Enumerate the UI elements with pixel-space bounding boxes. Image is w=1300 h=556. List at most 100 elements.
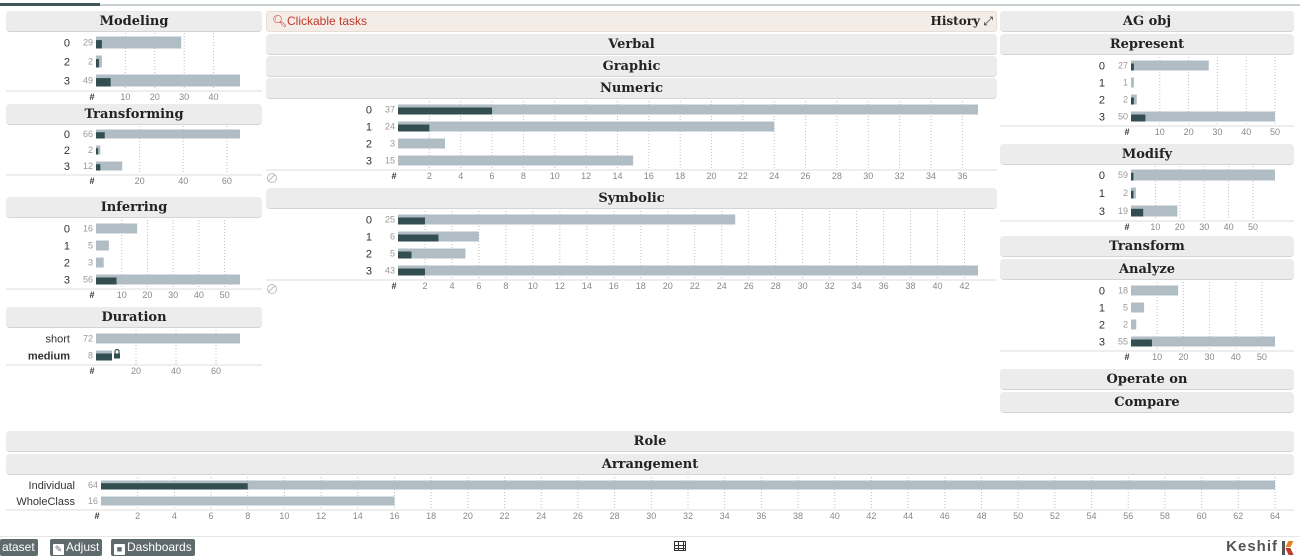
header-compare[interactable]: Compare [1000, 392, 1294, 413]
bar [1131, 205, 1178, 217]
header-modeling[interactable]: Modeling [6, 11, 262, 32]
tick-label: 8 [503, 281, 508, 291]
row-count: 19 [1118, 206, 1128, 216]
row-label: 2 [1099, 95, 1105, 107]
tick-label: 64 [1270, 511, 1280, 521]
row-count: 50 [1118, 112, 1128, 122]
header-operate-on[interactable]: Operate on [1000, 369, 1294, 390]
row-label: 3 [1099, 337, 1105, 349]
active-bar [101, 483, 248, 490]
tick-label: 60 [222, 176, 232, 186]
tick-label: 10 [1155, 127, 1165, 137]
tick-label: 50 [1248, 222, 1258, 232]
header-ag-obj[interactable]: AG obj [1000, 11, 1294, 32]
header-represent[interactable]: Represent [1000, 34, 1294, 55]
clickable-tasks-label[interactable]: Clickable tasks [287, 14, 368, 28]
tick-label: 34 [852, 281, 862, 291]
no-filter-icon[interactable] [267, 284, 277, 294]
tick-label: 10 [550, 171, 560, 181]
adjust-button[interactable]: ✎ Adjust [50, 539, 103, 556]
tick-label: 28 [610, 511, 620, 521]
tick-label: 10 [528, 281, 538, 291]
header-arrangement[interactable]: Arrangement [6, 454, 1294, 475]
header-transform[interactable]: Transform [1000, 236, 1294, 257]
row-label: 0 [366, 215, 372, 227]
history-button[interactable]: History [930, 14, 981, 28]
tick-label: 42 [866, 511, 876, 521]
tick-label: 40 [194, 290, 204, 300]
active-bar [96, 148, 99, 155]
expand-icon[interactable]: ⤢ [983, 14, 993, 28]
row-label: 0 [1099, 286, 1105, 298]
tick-label: 22 [738, 171, 748, 181]
header-symbolic[interactable]: Symbolic [266, 188, 997, 209]
tick-label: 50 [220, 290, 230, 300]
tick-label: 30 [646, 511, 656, 521]
tick-label: 38 [793, 511, 803, 521]
tick-label: 24 [769, 171, 779, 181]
row-label: 1 [64, 241, 70, 253]
row-count: 24 [385, 122, 395, 132]
bar [96, 161, 123, 171]
tick-label: 14 [582, 281, 592, 291]
row-label: 0 [366, 105, 372, 117]
histogram-svg: 0 66 2 2 3 12 # 20 40 60 [6, 126, 262, 186]
tick-label: 20 [150, 92, 160, 102]
tick-label: 14 [612, 171, 622, 181]
tick-label: 4 [172, 511, 177, 521]
chart-analyze: 0 18 1 5 2 2 3 55 #10 20 30 40 50 [1000, 281, 1294, 365]
bar [1131, 336, 1275, 347]
tick-label: 20 [1184, 127, 1194, 137]
header-analyze[interactable]: Analyze [1000, 259, 1294, 280]
header-inferring[interactable]: Inferring [6, 197, 262, 218]
bar [398, 138, 446, 149]
row-label: 3 [64, 76, 70, 88]
tick-label: 34 [720, 511, 730, 521]
dataset-button[interactable]: ataset [0, 539, 38, 556]
header-transforming[interactable]: Transforming [6, 104, 262, 125]
header-duration[interactable]: Duration [6, 307, 262, 328]
header-numeric[interactable]: Numeric [266, 78, 997, 99]
clickable-tasks-bar[interactable]: 🔍︎ Clickable tasks History ⤢ [266, 11, 997, 32]
tick-label: 40 [830, 511, 840, 521]
bar [398, 104, 978, 115]
tick-label: 12 [581, 171, 591, 181]
histogram-svg: 0 18 1 5 2 2 3 55 # 10 20 30 40 50 [1000, 282, 1294, 362]
active-bar [398, 268, 425, 276]
header-graphic[interactable]: Graphic [266, 56, 997, 77]
tick-label: 36 [879, 281, 889, 291]
tick-label: 16 [609, 281, 619, 291]
header-verbal[interactable]: Verbal [266, 34, 997, 55]
table-view-icon[interactable] [674, 541, 686, 551]
tick-label: 52 [1050, 511, 1060, 521]
row-count: 8 [88, 351, 93, 361]
chart-represent: 0 27 1 1 2 2 3 50 #10 20 30 40 50 [1000, 56, 1294, 140]
lock-icon [114, 353, 120, 359]
row-count: 2 [88, 145, 93, 155]
row-label: 0 [64, 38, 70, 50]
tick-label: 50 [1013, 511, 1023, 521]
tick-label: 12 [316, 511, 326, 521]
no-filter-icon[interactable] [267, 173, 277, 183]
dashboards-button[interactable]: ■ Dashboards [111, 539, 195, 556]
bar [96, 145, 101, 155]
dashboards-label: Dashboards [127, 540, 192, 554]
axis-hash: # [1124, 222, 1129, 232]
row-label: 2 [64, 145, 70, 157]
row-label: 2 [366, 249, 372, 261]
tick-label: 10 [1152, 352, 1162, 362]
row-count: 5 [390, 249, 395, 259]
active-bar [398, 107, 493, 115]
tick-label: 40 [209, 92, 219, 102]
bar [1131, 111, 1275, 122]
header-role[interactable]: Role [6, 431, 1294, 452]
tick-label: 22 [690, 281, 700, 291]
tick-label: 18 [636, 281, 646, 291]
header-modify[interactable]: Modify [1000, 144, 1294, 165]
tick-label: 26 [744, 281, 754, 291]
row-label: 0 [1099, 61, 1105, 73]
bar [1131, 169, 1275, 181]
adjust-label: Adjust [66, 540, 100, 554]
row-label: 3 [366, 156, 372, 168]
